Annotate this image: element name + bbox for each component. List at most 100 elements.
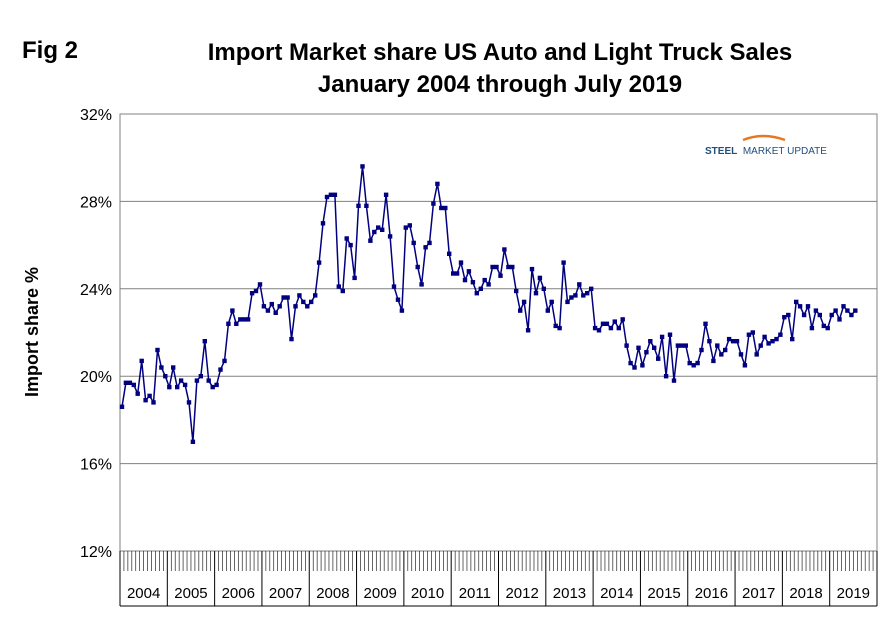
data-point (573, 293, 578, 298)
x-tick-label: 2010 (411, 585, 444, 602)
x-tick-label: 2005 (174, 585, 207, 602)
data-point (226, 321, 231, 326)
x-tick-label: 2014 (600, 585, 633, 602)
data-point (742, 363, 748, 368)
y-tick-label: 28% (80, 194, 112, 211)
data-point (143, 398, 148, 403)
x-tick-label: 2012 (505, 585, 538, 602)
logo-swoosh-icon (742, 134, 786, 142)
data-point (257, 282, 263, 287)
data-point (805, 304, 811, 309)
data-point (383, 192, 389, 197)
svg-text:STEEL MARKET UPDATE: STEEL MARKET UPDATE (705, 146, 827, 157)
data-point (458, 260, 464, 265)
data-point (762, 334, 767, 340)
data-point (470, 280, 476, 285)
data-point (514, 288, 519, 294)
data-point (380, 227, 385, 232)
x-tick-label: 2011 (459, 585, 491, 602)
data-point (809, 325, 815, 331)
data-point (372, 229, 377, 235)
data-point (734, 339, 740, 344)
data-point (521, 299, 527, 305)
data-point (695, 360, 700, 366)
data-point (198, 374, 203, 379)
data-point (667, 332, 673, 337)
data-point (443, 205, 448, 211)
x-axis: 2004 2005 2006 2007 2008 2009 2010 2011 2012 2013… (119, 551, 878, 607)
data-point (533, 291, 539, 296)
data-point (466, 269, 472, 274)
data-point (301, 299, 306, 305)
data-point (332, 192, 338, 197)
data-point (376, 225, 381, 230)
data-point (415, 264, 420, 270)
data-point (178, 378, 184, 383)
data-point (581, 293, 586, 298)
data-point (817, 312, 822, 318)
chart-title: Import Market share US Auto and Light Tr… (207, 39, 793, 66)
x-tick-label: 2018 (789, 585, 822, 602)
series-line (121, 166, 856, 442)
y-axis-ticks: 12% 16% 20% 24% 28% 32% (80, 107, 112, 561)
data-point (261, 304, 267, 309)
data-point (403, 225, 408, 230)
y-tick-label: 16% (80, 457, 112, 474)
data-point (222, 358, 227, 364)
data-point (423, 245, 428, 250)
data-point (829, 312, 834, 318)
data-point (277, 304, 282, 309)
data-point (234, 321, 239, 326)
y-tick-label: 24% (80, 282, 112, 299)
data-point (316, 260, 322, 265)
data-point (186, 400, 192, 405)
data-point (632, 365, 637, 370)
data-point (624, 343, 629, 348)
data-point (825, 325, 830, 331)
data-point (242, 317, 247, 322)
data-point (636, 345, 641, 350)
data-point (592, 325, 598, 331)
data-point (821, 323, 826, 329)
gridlines (120, 200, 877, 465)
data-point (439, 205, 444, 211)
data-point (253, 288, 259, 294)
data-point (344, 236, 349, 241)
data-point (494, 264, 499, 270)
data-point (577, 282, 582, 287)
data-point (833, 308, 838, 313)
data-point (427, 240, 432, 246)
data-point (320, 221, 326, 226)
data-point (155, 347, 160, 353)
data-point (612, 319, 617, 324)
data-point (435, 181, 440, 187)
data-point (391, 284, 397, 289)
data-point (336, 284, 341, 289)
data-point (557, 325, 562, 331)
data-point (194, 378, 200, 383)
x-tick-label: 2009 (364, 585, 397, 602)
data-point (675, 343, 681, 348)
data-point (663, 374, 669, 379)
data-point (518, 308, 523, 313)
data-point (683, 343, 688, 348)
data-point (589, 286, 594, 291)
data-point (419, 282, 424, 287)
data-point (726, 336, 732, 342)
y-axis-label: Import share % (22, 267, 42, 397)
data-point (498, 273, 503, 278)
data-point (265, 308, 271, 313)
chart-subtitle: January 2004 through July 2019 (317, 71, 683, 98)
data-point (147, 393, 152, 399)
data-point (297, 293, 302, 298)
data-point (273, 310, 278, 315)
data-point (395, 297, 401, 302)
data-point (171, 365, 176, 370)
x-tick-label: 2008 (316, 585, 349, 602)
data-point (214, 382, 219, 388)
data-point (502, 247, 507, 252)
x-tick-label: 2007 (269, 585, 302, 602)
data-point (801, 312, 807, 318)
data-point (151, 400, 156, 405)
data-point (478, 286, 483, 291)
